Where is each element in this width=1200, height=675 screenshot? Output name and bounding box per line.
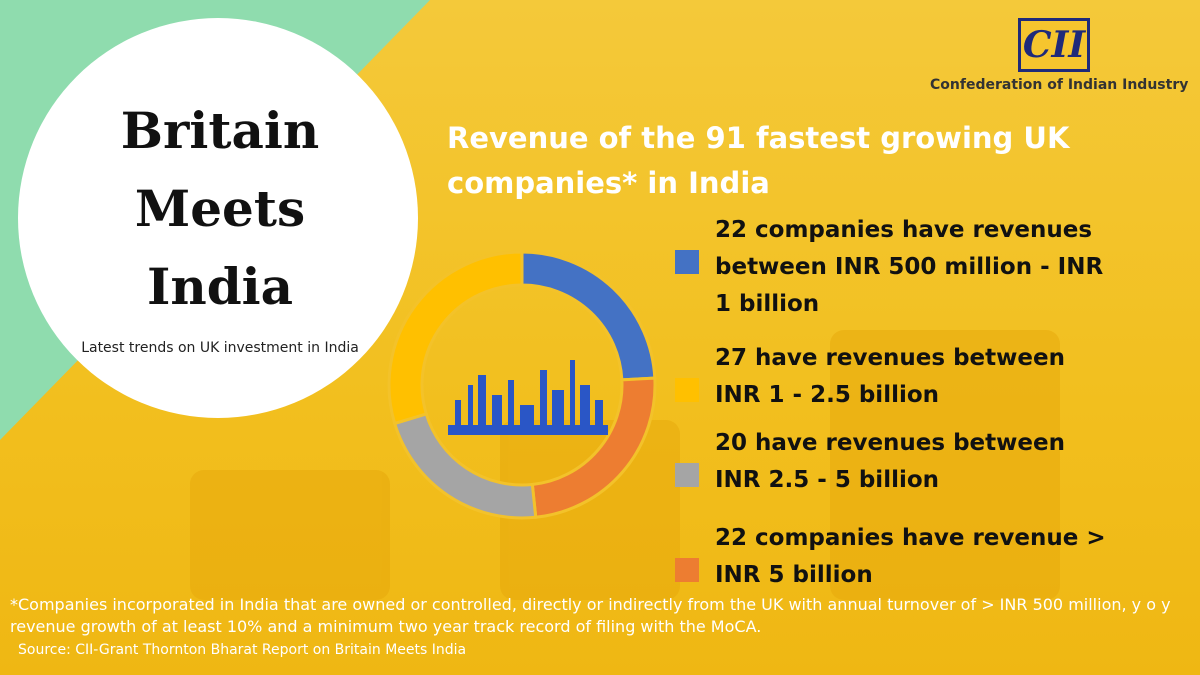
industry-skyline [448,360,608,435]
banner-title-line: India [146,257,294,316]
donut [387,250,657,520]
legend-label: 20 have revenues between INR 2.5 - 5 bil… [715,430,1065,493]
logo-name: Confederation of Indian Industry [930,77,1189,93]
source: Source: CII-Grant Thornton Bharat Report… [18,642,467,658]
banner-title-line: Meets [134,179,306,238]
title-circle [18,18,418,418]
legend-swatch [675,558,699,582]
legend-label: 27 have revenues between INR 1 - 2.5 bil… [715,345,1065,408]
banner-title-line: Britain [120,101,320,160]
legend-label: 22 companies have revenues between INR 5… [715,217,1104,317]
legend-label: 22 companies have revenue > INR 5 billio… [715,525,1106,588]
logo-mark: CII [1018,18,1090,72]
banner-title: Britain Meets India [20,92,420,326]
legend-swatch [675,250,699,274]
footnote: *Companies incorporated in India that ar… [10,595,1171,636]
chart-title: Revenue of the 91 fastest growing UK com… [447,121,1070,200]
legend-swatch [675,378,699,402]
coin-stacks [190,330,1060,600]
donut-segment [520,250,657,382]
banner-subtitle: Latest trends on UK investment in India [81,340,359,356]
legend-swatch [675,463,699,487]
donut-segment [387,250,524,426]
